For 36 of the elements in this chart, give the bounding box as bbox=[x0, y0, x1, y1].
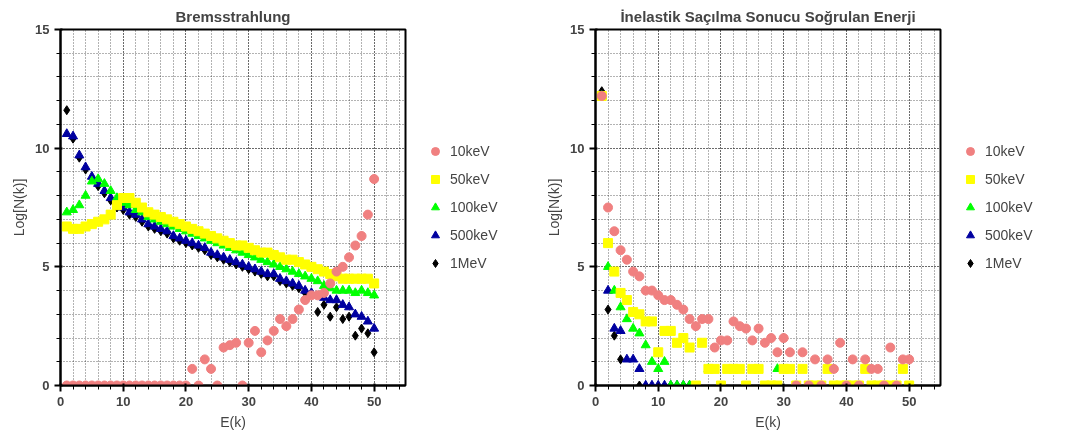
y-tick-label: 10 bbox=[570, 140, 585, 156]
legend-label: 1MeV bbox=[985, 255, 1022, 271]
chart-title: İnelastik Saçılma Sonucu Soğrulan Enerji bbox=[620, 7, 916, 25]
x-axis-title: E(k) bbox=[220, 413, 246, 430]
legend-label: 50keV bbox=[450, 171, 490, 187]
x-tick-label: 30 bbox=[776, 393, 791, 409]
x-tick-label: 10 bbox=[651, 393, 666, 409]
y-axis-title: Log[N(k)] bbox=[546, 178, 563, 237]
x-axis-title: E(k) bbox=[755, 413, 781, 430]
x-tick-label: 30 bbox=[241, 393, 256, 409]
legend-label: 500keV bbox=[450, 227, 498, 243]
x-tick-label: 50 bbox=[901, 393, 917, 409]
x-tick-label: 20 bbox=[178, 393, 194, 409]
y-tick-label: 10 bbox=[35, 140, 50, 156]
legend-label: 10keV bbox=[450, 143, 490, 159]
legend-label: 100keV bbox=[985, 199, 1033, 215]
x-tick-label: 10 bbox=[116, 393, 131, 409]
y-axis-title: Log[N(k)] bbox=[11, 178, 28, 237]
y-tick-label: 0 bbox=[42, 378, 50, 393]
chart-title: Bremsstrahlung bbox=[175, 7, 291, 25]
x-tick-label: 40 bbox=[304, 393, 319, 409]
x-tick-label: 50 bbox=[366, 393, 382, 409]
y-tick-label: 5 bbox=[577, 259, 585, 275]
x-tick-label: 20 bbox=[713, 393, 729, 409]
y-tick-label: 5 bbox=[42, 259, 50, 275]
y-tick-label: 15 bbox=[35, 22, 50, 37]
y-tick-label: 15 bbox=[570, 22, 585, 37]
legend-label: 500keV bbox=[985, 227, 1033, 243]
x-tick-label: 0 bbox=[56, 393, 65, 409]
legend-label: 100keV bbox=[450, 199, 498, 215]
legend-label: 10keV bbox=[985, 143, 1025, 159]
legend-label: 50keV bbox=[985, 171, 1025, 187]
x-tick-label: 0 bbox=[591, 393, 600, 409]
x-tick-label: 40 bbox=[839, 393, 854, 409]
y-tick-label: 0 bbox=[577, 378, 585, 393]
legend-label: 1MeV bbox=[450, 255, 487, 271]
